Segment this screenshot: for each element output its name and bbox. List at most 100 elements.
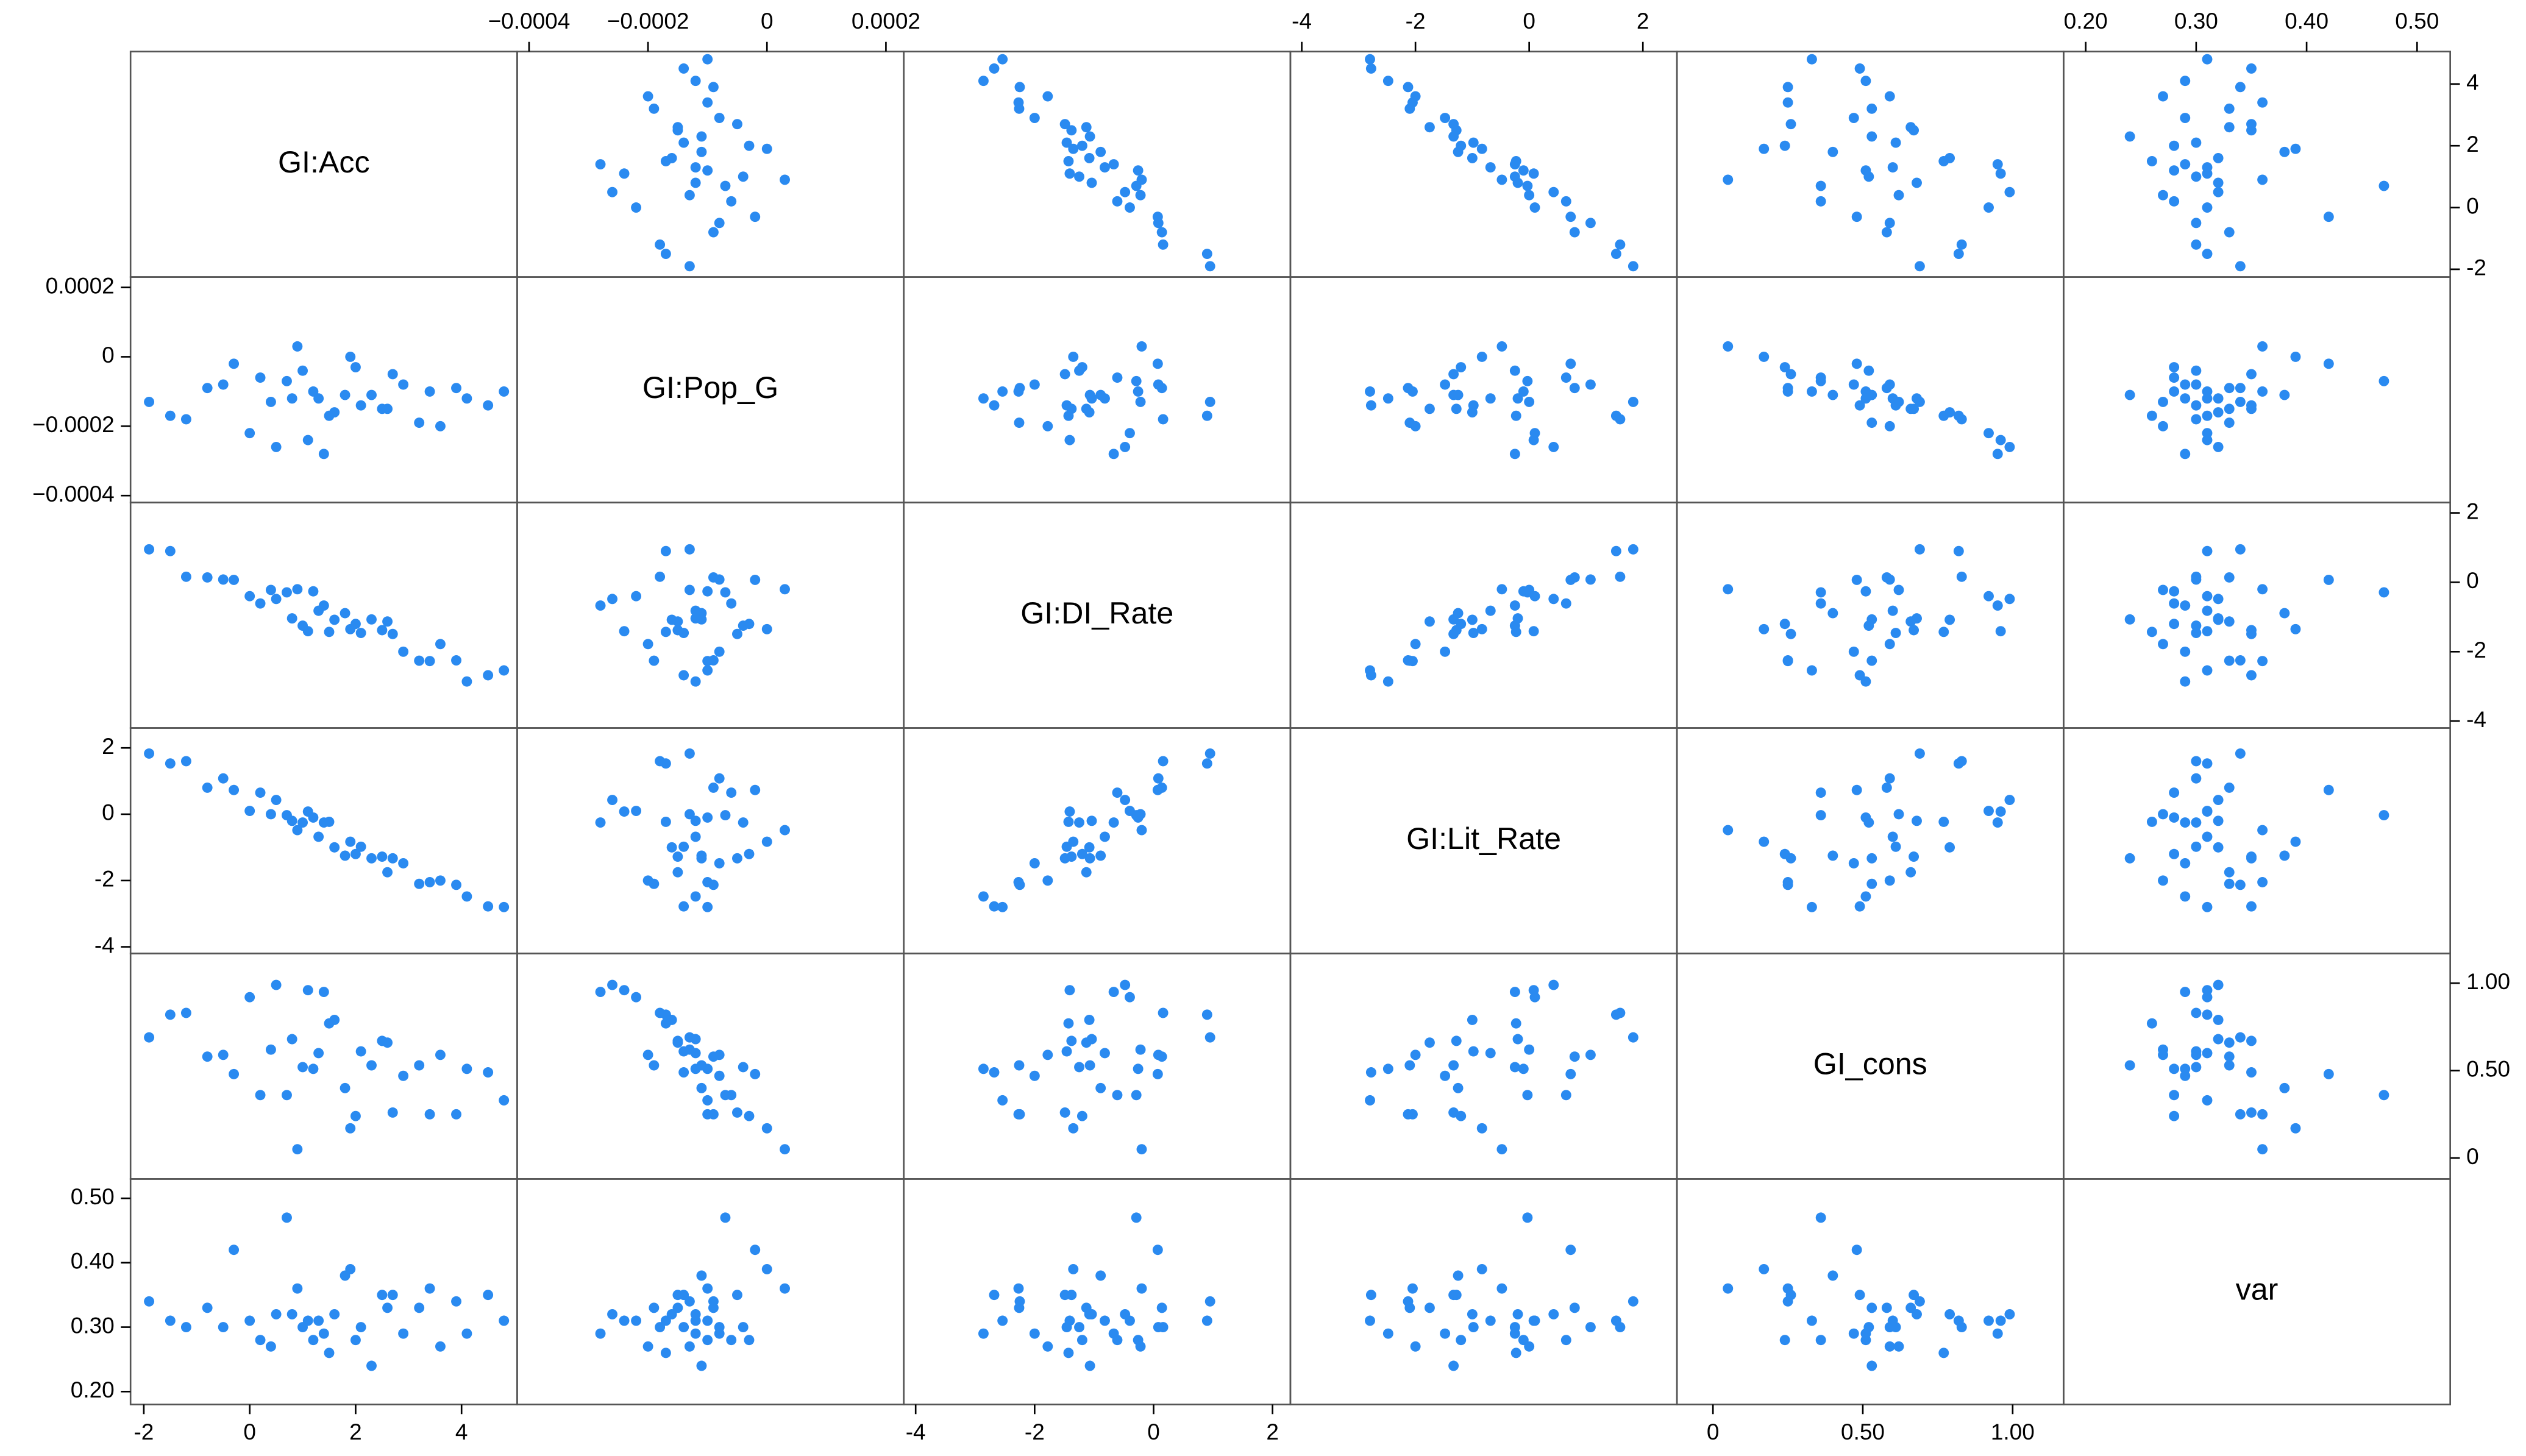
point: [2202, 1009, 2213, 1020]
point: [1848, 1328, 1859, 1339]
point: [282, 1090, 292, 1101]
point: [1084, 1015, 1095, 1025]
point: [1860, 891, 1871, 902]
point: [2202, 54, 2213, 65]
point: [1956, 239, 1967, 250]
point: [180, 414, 191, 425]
point: [2169, 586, 2180, 597]
point: [1204, 748, 1215, 759]
point: [1890, 628, 1901, 638]
point: [1158, 239, 1169, 250]
point: [366, 1360, 377, 1371]
x-tick-label: 0: [1707, 1419, 1720, 1444]
point: [660, 545, 671, 556]
y-tick-label: 0.0002: [46, 273, 115, 298]
point: [1569, 1302, 1580, 1313]
variable-label: GI:Acc: [278, 145, 370, 179]
point: [1158, 414, 1169, 425]
point: [1108, 1328, 1119, 1339]
point: [1827, 146, 1838, 157]
point: [2224, 403, 2235, 414]
point: [2191, 574, 2202, 585]
panel: [903, 1178, 1292, 1405]
point: [1866, 1302, 1877, 1313]
point: [1518, 165, 1529, 176]
point: [1782, 386, 1793, 397]
point: [1944, 842, 1955, 853]
point: [1782, 82, 1793, 93]
point: [672, 851, 683, 862]
point: [726, 1335, 737, 1346]
variable-label: GI:Lit_Rate: [1406, 822, 1561, 856]
point: [1456, 1110, 1467, 1121]
point: [2146, 156, 2157, 166]
point: [1565, 1245, 1576, 1255]
point: [1201, 1315, 1212, 1326]
point: [1815, 587, 1826, 598]
point: [1569, 383, 1580, 394]
point: [1524, 1341, 1535, 1352]
point: [350, 1110, 361, 1121]
point: [690, 1309, 701, 1319]
point: [2158, 875, 2168, 886]
point: [398, 1328, 409, 1339]
point: [377, 851, 388, 862]
point: [631, 806, 642, 816]
point: [414, 878, 425, 889]
point: [1524, 584, 1535, 595]
point: [2224, 383, 2235, 394]
point: [1866, 103, 1877, 114]
point: [1914, 544, 1925, 555]
point: [483, 901, 494, 912]
point: [461, 393, 472, 404]
point: [2202, 249, 2213, 259]
point: [2191, 620, 2202, 631]
point: [1953, 758, 1964, 769]
point: [1136, 825, 1147, 836]
point: [1610, 1315, 1621, 1326]
point: [1468, 628, 1479, 638]
point: [451, 1109, 461, 1120]
point: [1042, 91, 1053, 102]
point: [318, 449, 329, 460]
point: [424, 877, 435, 887]
point: [2202, 758, 2213, 769]
point: [1759, 836, 1770, 847]
point: [255, 787, 266, 798]
point: [2246, 628, 2257, 639]
point: [978, 891, 989, 902]
point: [318, 817, 329, 828]
point: [2202, 202, 2213, 213]
point: [244, 591, 255, 602]
point: [1510, 1018, 1521, 1029]
point: [1827, 608, 1838, 619]
point: [180, 1322, 191, 1333]
point: [2191, 1062, 2202, 1073]
point: [1453, 1270, 1464, 1281]
point: [1063, 156, 1074, 166]
point: [1068, 1263, 1079, 1274]
point: [1086, 1034, 1097, 1045]
point: [1201, 249, 1212, 259]
point: [2191, 137, 2202, 148]
point: [1095, 1082, 1106, 1093]
point: [2191, 414, 2202, 425]
point: [1992, 600, 2003, 611]
point: [1382, 1064, 1393, 1074]
x-tick-label: 0: [761, 9, 774, 34]
point: [2124, 1060, 2135, 1071]
point: [690, 76, 701, 87]
point: [2004, 186, 2015, 197]
point: [1983, 428, 1994, 439]
point: [720, 587, 731, 598]
point: [2213, 979, 2224, 990]
point: [978, 76, 989, 87]
panel: [129, 502, 518, 729]
point: [1723, 1283, 1734, 1294]
point: [678, 137, 689, 148]
point: [2180, 113, 2191, 123]
point: [607, 1309, 618, 1319]
point: [2191, 171, 2202, 182]
point: [1029, 113, 1040, 123]
point: [684, 748, 695, 759]
